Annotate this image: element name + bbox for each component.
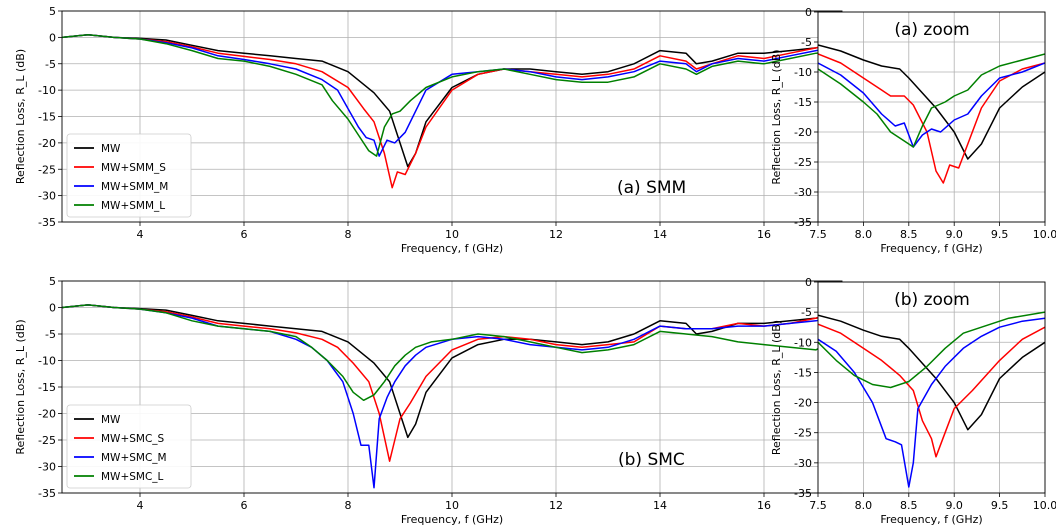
x-tick-label: 9.0	[945, 499, 963, 512]
y-tick-label: -35	[38, 487, 56, 500]
y-tick-label: -10	[38, 355, 56, 368]
x-tick-label: 16	[757, 228, 771, 241]
legend: MW MW+SMM_S MW+SMM_M MW+SMM_L	[67, 134, 191, 217]
y-tick-label: -5	[45, 58, 56, 71]
y-axis-label: Reflection Loss, R_L (dB)	[770, 320, 783, 455]
plot-area	[818, 282, 1045, 493]
y-tick-label: -25	[38, 163, 56, 176]
x-tick-label: 8.0	[855, 228, 873, 241]
y-tick-label: -35	[38, 216, 56, 229]
y-tick-label: -25	[794, 427, 812, 440]
y-tick-label: -30	[794, 186, 812, 199]
y-axis-label: Reflection Loss, R_L (dB)	[14, 319, 27, 454]
panel-annotation: (a) SMM	[617, 178, 686, 198]
y-tick-label: -5	[801, 306, 812, 319]
y-tick-label: -15	[794, 366, 812, 379]
y-tick-label: -5	[45, 328, 56, 341]
x-tick-label: 8	[345, 228, 352, 241]
y-tick-label: 0	[805, 6, 812, 19]
legend: MW MW+SMC_S MW+SMC_M MW+SMC_L	[67, 405, 191, 488]
y-tick-label: 5	[49, 275, 56, 288]
x-tick-label: 8.5	[900, 499, 918, 512]
panel-annotation: (a) zoom	[894, 20, 969, 40]
x-tick-label: 4	[137, 499, 144, 512]
y-tick-label: -10	[794, 336, 812, 349]
chart-smc-main: 4 6 8 10 12 14 16 5 0 -5 -10 -15 -20 -25 -30 -35 Frequen…	[14, 275, 842, 526]
y-tick-label: -20	[794, 397, 812, 410]
plot-area	[818, 12, 1045, 222]
legend-entry: MW+SMC_S	[101, 433, 165, 445]
y-tick-label: 5	[49, 5, 56, 18]
y-tick-label: -25	[38, 434, 56, 447]
legend-entry: MW	[101, 143, 121, 155]
y-tick-label: -10	[38, 84, 56, 97]
y-tick-label: -25	[794, 156, 812, 169]
y-tick-label: -30	[794, 457, 812, 470]
x-tick-label: 9.0	[945, 228, 963, 241]
x-tick-label: 7.5	[809, 228, 827, 241]
y-tick-label: -35	[794, 487, 812, 500]
x-axis-label: Frequency, f (GHz)	[880, 242, 982, 255]
y-axis-label: Reflection Loss, R_L (dB)	[14, 49, 27, 184]
legend-entry: MW+SMC_M	[101, 452, 167, 464]
y-axis-label: Reflection Loss, R_L (dB)	[770, 49, 783, 184]
x-tick-label: 9.5	[991, 499, 1009, 512]
x-tick-label: 4	[137, 228, 144, 241]
x-tick-label: 10.0	[1033, 228, 1056, 241]
y-tick-label: -20	[38, 137, 56, 150]
y-tick-label: -20	[38, 408, 56, 421]
y-tick-label: -20	[794, 126, 812, 139]
chart-smm-main: 4 6 8 10 12 14 16 5 0 -5 -10 -15 -20 -25 -30 -35 Frequen…	[14, 5, 842, 255]
panel-annotation: (b) SMC	[618, 450, 685, 470]
legend-entry: MW+SMM_M	[101, 181, 168, 193]
x-tick-label: 6	[241, 228, 248, 241]
x-tick-label: 8	[345, 499, 352, 512]
x-tick-label: 6	[241, 499, 248, 512]
y-tick-label: 0	[49, 302, 56, 315]
x-tick-label: 8.0	[855, 499, 873, 512]
y-tick-label: -5	[801, 36, 812, 49]
y-tick-label: -15	[794, 96, 812, 109]
x-axis-label: Frequency, f (GHz)	[401, 513, 503, 526]
x-tick-label: 16	[757, 499, 771, 512]
panel-annotation: (b) zoom	[894, 290, 970, 310]
legend-entry: MW+SMM_L	[101, 200, 165, 212]
y-tick-label: 0	[49, 31, 56, 44]
x-tick-label: 10	[445, 228, 459, 241]
x-tick-label: 8.5	[900, 228, 918, 241]
x-tick-label: 10.0	[1033, 499, 1056, 512]
x-tick-label: 9.5	[991, 228, 1009, 241]
y-tick-label: -30	[38, 461, 56, 474]
y-tick-label: -30	[38, 190, 56, 203]
y-tick-label: -10	[794, 66, 812, 79]
x-tick-label: 12	[549, 499, 563, 512]
x-axis-label: Frequency, f (GHz)	[401, 242, 503, 255]
legend-entry: MW+SMM_S	[101, 162, 166, 174]
y-tick-label: -15	[38, 381, 56, 394]
legend-entry: MW+SMC_L	[101, 471, 164, 483]
legend-entry: MW	[101, 414, 121, 426]
x-tick-label: 10	[445, 499, 459, 512]
y-tick-label: -15	[38, 111, 56, 124]
y-tick-label: 0	[805, 276, 812, 289]
x-tick-label: 12	[549, 228, 563, 241]
y-tick-label: -35	[794, 216, 812, 229]
x-tick-label: 7.5	[809, 499, 827, 512]
x-tick-label: 14	[653, 499, 667, 512]
x-axis-label: Frequency, f (GHz)	[880, 513, 982, 526]
x-tick-label: 14	[653, 228, 667, 241]
